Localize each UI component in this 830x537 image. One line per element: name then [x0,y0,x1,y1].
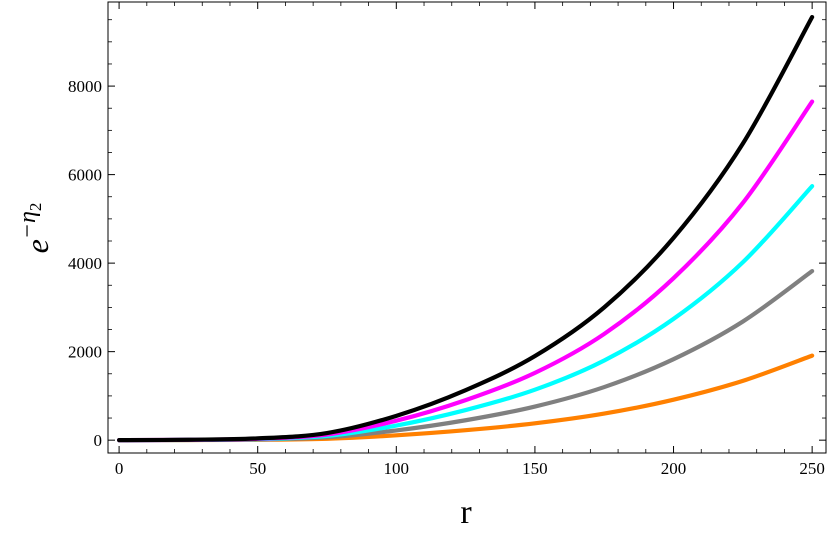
y-tick-label: 8000 [68,77,102,96]
x-tick-label: 0 [115,459,124,478]
series-lines [116,14,815,443]
y-tick-label: 4000 [68,254,102,273]
y-axis-title: e−η2 [15,203,55,254]
series-line-4 [116,269,815,443]
series-line-1 [116,14,815,443]
y-tick-label: 6000 [68,166,102,185]
y-tick-label: 0 [94,431,103,450]
x-axis-title: r [460,494,472,531]
y-axis-title-base: e [19,239,55,253]
plot-frame [107,1,827,454]
x-tick-label: 250 [799,459,825,478]
y-axis-title-superscript: −η [15,211,41,239]
y-tick-label: 2000 [68,343,102,362]
x-axis-ticks: 0 50 100 150 200 250 [115,2,825,478]
x-tick-label: 100 [384,459,410,478]
svg-text:e−η2: e−η2 [15,203,55,254]
x-tick-label: 150 [522,459,548,478]
y-axis-title-subscript: 2 [26,203,45,212]
x-tick-label: 200 [661,459,687,478]
y-axis-ticks: 0 2000 4000 6000 8000 [68,19,826,450]
x-tick-label: 50 [249,459,266,478]
